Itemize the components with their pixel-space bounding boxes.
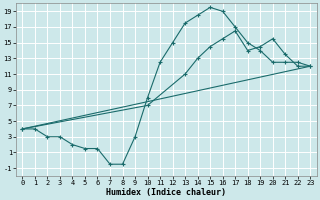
X-axis label: Humidex (Indice chaleur): Humidex (Indice chaleur) bbox=[106, 188, 226, 197]
